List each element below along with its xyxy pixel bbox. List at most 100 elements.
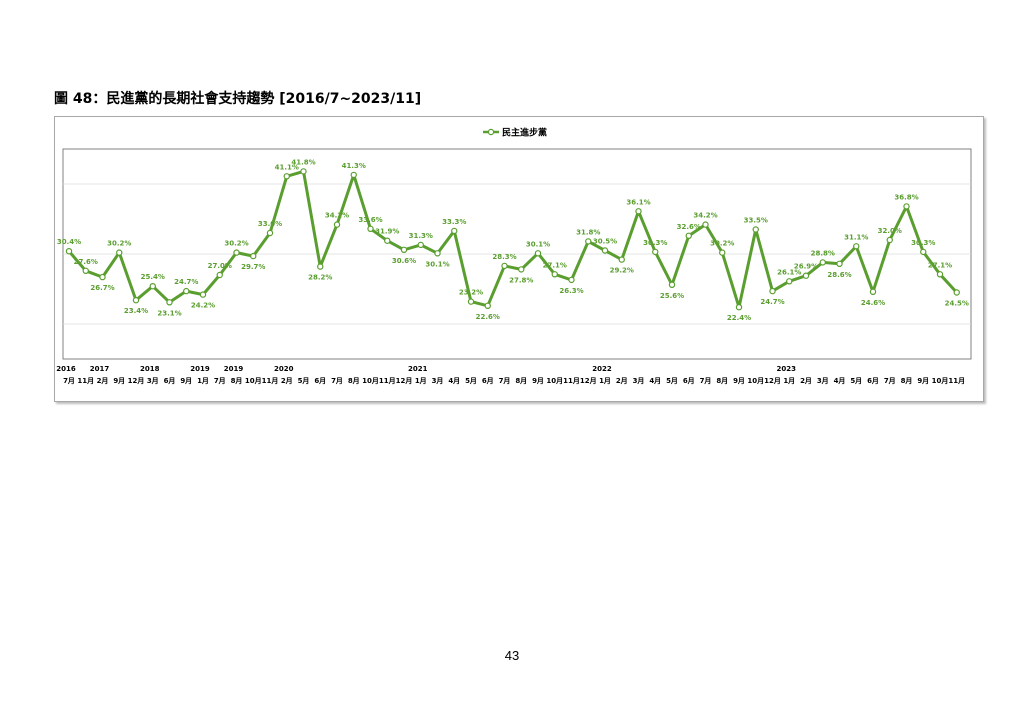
data-label: 24.7% — [174, 278, 198, 286]
data-point — [166, 299, 173, 306]
month-tick-label: 1月 — [415, 377, 427, 385]
legend: 民主進步黨 — [483, 127, 547, 139]
data-label: 31.3% — [409, 232, 433, 240]
data-point — [685, 232, 692, 240]
data-point — [250, 252, 257, 260]
year-tick-label: 2020 — [274, 365, 294, 373]
data-point — [333, 221, 341, 228]
data-point — [585, 238, 592, 245]
month-tick-label: 3月 — [432, 377, 444, 385]
data-label: 41.1% — [275, 163, 299, 171]
month-tick-label: 1月 — [599, 377, 611, 385]
month-tick-label: 8月 — [231, 377, 243, 385]
month-tick-label: 10月 — [747, 377, 764, 385]
data-point — [82, 267, 89, 274]
data-point — [417, 241, 424, 249]
month-tick-label: 12月 — [580, 377, 597, 385]
month-tick-label: 7月 — [700, 377, 712, 385]
data-point — [350, 171, 357, 179]
data-point — [601, 247, 609, 254]
data-label: 33.5% — [744, 217, 768, 225]
month-tick-label: 8月 — [348, 377, 360, 385]
data-label: 30.1% — [425, 260, 449, 268]
data-label: 41.8% — [291, 158, 315, 166]
data-label: 32.6% — [677, 223, 701, 231]
data-point — [283, 173, 290, 180]
data-point — [501, 262, 508, 270]
data-point — [702, 221, 709, 228]
data-label: 31.1% — [844, 233, 868, 241]
data-label: 29.2% — [610, 267, 634, 275]
data-label: 28.3% — [492, 253, 516, 261]
data-point — [869, 288, 877, 295]
year-tick-label: 2016 — [56, 365, 76, 373]
data-point — [183, 287, 190, 295]
month-tick-label: 2月 — [281, 377, 293, 385]
month-tick-label: 9月 — [180, 377, 192, 385]
data-label: 34.2% — [693, 212, 717, 220]
data-label: 32.0% — [878, 227, 902, 235]
data-point — [920, 248, 927, 256]
month-tick-label: 3月 — [147, 377, 159, 385]
data-label: 28.8% — [811, 249, 835, 257]
data-label: 26.7% — [90, 284, 114, 292]
month-tick-label: 11月 — [563, 377, 580, 385]
data-point — [635, 208, 642, 215]
data-point — [936, 271, 944, 278]
data-point — [451, 227, 458, 235]
month-tick-label: 4月 — [448, 377, 460, 385]
data-point — [233, 249, 240, 256]
month-tick-label: 1月 — [197, 377, 209, 385]
year-tick-label: 2017 — [90, 365, 110, 373]
data-label: 28.2% — [308, 274, 332, 282]
data-point — [819, 259, 826, 266]
month-tick-label: 9月 — [917, 377, 929, 385]
data-label: 31.8% — [576, 228, 600, 236]
year-tick-label: 2023 — [777, 365, 797, 373]
month-tick-label: 6月 — [314, 377, 326, 385]
data-point — [132, 296, 140, 304]
month-tick-label: 5月 — [298, 377, 310, 385]
data-point — [551, 271, 558, 278]
month-tick-label: 2月 — [616, 377, 628, 385]
data-point — [384, 237, 391, 244]
month-tick-label: 3月 — [817, 377, 829, 385]
month-tick-label: 11月 — [262, 377, 279, 385]
data-label: 25.4% — [141, 273, 165, 281]
figure-caption: 圖 48：民進黨的長期社會支持趨勢 [2016/7~2023/11] — [54, 91, 422, 107]
month-tick-label: 5月 — [850, 377, 862, 385]
month-tick-label: 7月 — [63, 377, 75, 385]
data-label: 30.2% — [710, 240, 734, 248]
series-line-layer — [67, 169, 958, 309]
month-tick-label: 8月 — [716, 377, 728, 385]
month-tick-label: 6月 — [683, 377, 695, 385]
data-point — [199, 291, 207, 298]
month-tick-label: 12月 — [396, 377, 413, 385]
data-label: 30.6% — [392, 257, 416, 265]
data-label: 26.3% — [559, 287, 583, 295]
data-point — [719, 249, 726, 256]
data-point — [735, 303, 743, 311]
chart-frame: 民主進步黨 30.4% 27.6% 26.7% 30.2% 23.4% 25.4% 23.1… — [54, 116, 984, 402]
month-tick-label: 10月 — [932, 377, 949, 385]
data-label: 27.1% — [928, 261, 952, 269]
data-point — [116, 249, 123, 256]
data-point — [652, 248, 659, 256]
data-label: 23.4% — [124, 307, 148, 315]
data-point — [836, 260, 843, 267]
data-labels: 30.4% 27.6% 26.7% 30.2% 23.4% 25.4% 23.1% 24.7%… — [57, 158, 969, 322]
data-label: 22.4% — [727, 314, 751, 322]
month-tick-label: 4月 — [834, 377, 846, 385]
data-label: 27.6% — [74, 258, 98, 266]
data-label: 36.1% — [626, 198, 650, 206]
data-label: 30.3% — [911, 239, 935, 247]
data-point — [518, 266, 525, 273]
data-point — [853, 243, 860, 250]
data-label: 24.7% — [760, 298, 784, 306]
month-tick-label: 12月 — [764, 377, 781, 385]
data-label: 30.5% — [593, 238, 617, 246]
data-label: 29.7% — [241, 263, 265, 271]
data-label: 33.6% — [358, 216, 382, 224]
data-label: 27.8% — [509, 276, 533, 284]
data-label: 26.1% — [777, 268, 801, 276]
